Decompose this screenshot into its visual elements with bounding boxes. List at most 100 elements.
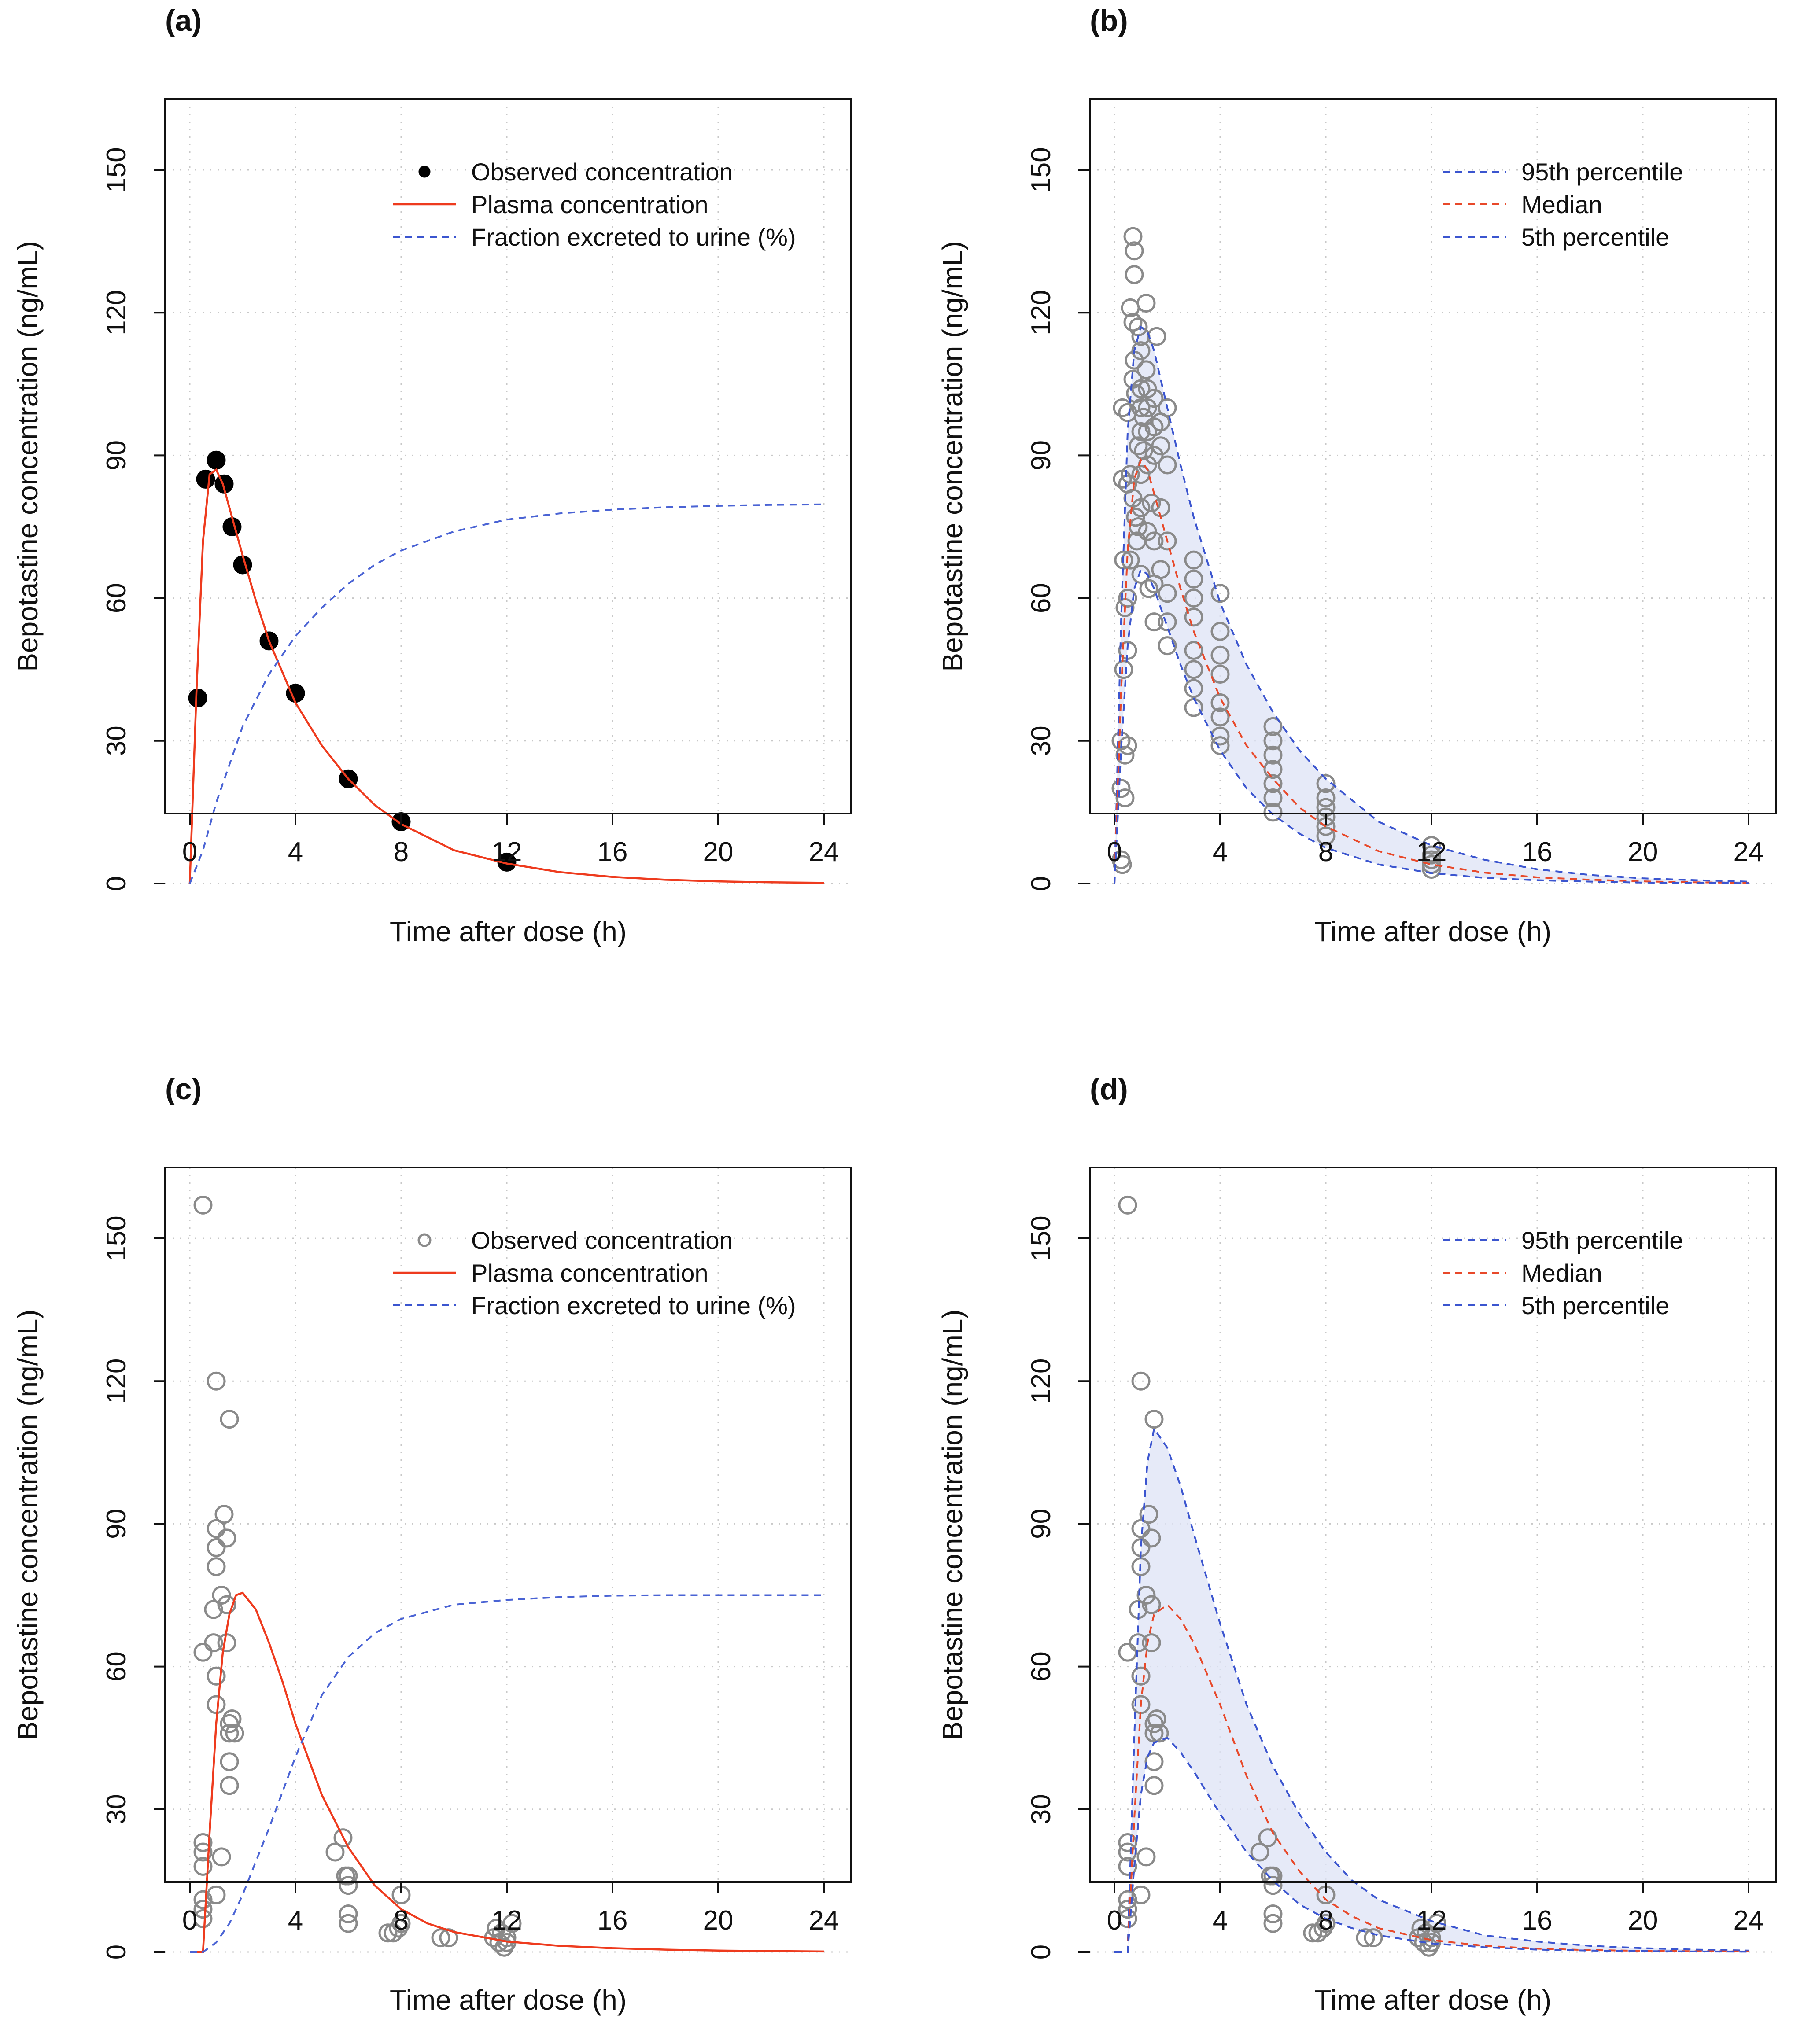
observed-point [1210, 622, 1230, 641]
urine-fraction-line [190, 1594, 824, 1953]
y-axis-label: Bepotastine concentration (ng/mL) [12, 1309, 44, 1740]
observed-point [1158, 531, 1177, 551]
observed-point [333, 1828, 353, 1848]
observed-point [1113, 855, 1132, 874]
x-tick-label: 20 [1628, 837, 1658, 867]
observed-point [1158, 612, 1177, 632]
observed-point [225, 1724, 244, 1743]
legend-label: Plasma concentration [471, 191, 708, 218]
observed-point [1184, 608, 1203, 627]
y-tick-label: 120 [101, 290, 132, 335]
y-tick-label: 30 [1026, 726, 1056, 756]
observed-point [1126, 508, 1145, 527]
y-tick-label: 120 [1026, 290, 1056, 335]
y-tick-label: 150 [1026, 1215, 1056, 1261]
x-tick-label: 12 [492, 837, 522, 867]
observed-point [1114, 550, 1133, 570]
observed-point [325, 1842, 345, 1862]
observed-point [1184, 641, 1203, 660]
observed-point [1142, 1595, 1161, 1614]
observed-point [1118, 1856, 1137, 1876]
observed-point [217, 1595, 236, 1614]
observed-point [212, 1586, 231, 1605]
legend: Observed concentration Plasma concentrati… [393, 158, 796, 251]
observed-point [1144, 1776, 1164, 1795]
observed-point [1131, 465, 1151, 484]
observed-point [1113, 398, 1132, 417]
observed-point [1184, 679, 1203, 698]
observed-point [1316, 774, 1336, 793]
y-tick-label: 30 [1026, 1794, 1056, 1824]
observed-point [193, 1856, 213, 1876]
observed-point [1263, 745, 1283, 765]
legend-label: Plasma concentration [471, 1259, 708, 1287]
y-tick-label: 60 [1026, 583, 1056, 613]
x-tick-label: 4 [288, 837, 303, 867]
observed-point [339, 1904, 358, 1924]
observed-point [339, 1876, 358, 1895]
observed-point [1210, 645, 1230, 665]
observed-point [1263, 774, 1283, 793]
observed-point [1356, 1928, 1375, 1948]
observed-point [1316, 788, 1336, 807]
y-tick-label: 30 [101, 726, 132, 756]
x-tick-label: 4 [1213, 837, 1228, 867]
x-tick-label: 8 [394, 1905, 409, 1936]
panel-letter: (b) [1090, 4, 1128, 37]
y-axis-label: Bepotastine concentration (ng/mL) [12, 241, 44, 671]
observed-point [1139, 579, 1158, 598]
observed-points [193, 1195, 522, 1957]
observed-point [214, 474, 234, 494]
legend-label: 5th percentile [1521, 1292, 1669, 1319]
observed-point [1147, 327, 1166, 346]
observed-point [193, 1833, 213, 1852]
observed-point [1158, 455, 1177, 475]
observed-point [220, 1410, 239, 1429]
x-tick-label: 16 [1522, 837, 1553, 867]
observed-point [1118, 1643, 1137, 1662]
x-tick-label: 20 [703, 837, 734, 867]
observed-point [1129, 436, 1148, 456]
observed-point [1316, 807, 1336, 827]
observed-point [1316, 826, 1336, 846]
y-tick-label: 30 [101, 1794, 132, 1824]
plot-frame [1089, 98, 1777, 814]
x-axis-label: Time after dose (h) [390, 1984, 627, 2016]
observed-point [220, 1776, 239, 1795]
observed-point [1125, 265, 1144, 284]
observed-point [212, 1847, 231, 1867]
x-tick-label: 20 [1628, 1905, 1658, 1936]
legend: 95th percentile Median 5th percentile [1443, 1226, 1683, 1319]
observed-point [1142, 493, 1161, 512]
plot-frame [1089, 1167, 1777, 1883]
observed-point [1150, 1724, 1169, 1743]
observed-point [1131, 1371, 1151, 1391]
observed-point [222, 1709, 242, 1728]
y-tick-label: 150 [101, 147, 132, 192]
observed-point [1142, 1633, 1161, 1653]
p5-line [1114, 1737, 1749, 1953]
observed-point [1142, 1528, 1161, 1548]
observed-point [1118, 1195, 1137, 1215]
observed-point [1151, 436, 1170, 456]
observed-points [1111, 227, 1441, 879]
x-axis-label: Time after dose (h) [1314, 1984, 1551, 2016]
observed-point [1136, 1586, 1156, 1605]
y-tick-label: 90 [101, 1509, 132, 1539]
y-tick-label: 0 [1026, 876, 1056, 891]
observed-point [339, 1866, 358, 1886]
observed-point [1144, 1724, 1164, 1743]
observed-point [378, 1923, 398, 1943]
y-tick-label: 0 [101, 1945, 132, 1959]
observed-point [1131, 1519, 1151, 1538]
panel-letter: (c) [165, 1072, 202, 1106]
observed-point [1250, 1842, 1269, 1862]
observed-point [1131, 422, 1151, 441]
legend-label: 5th percentile [1521, 223, 1669, 251]
observed-point [1147, 1709, 1166, 1728]
observed-point [1422, 850, 1441, 869]
y-tick-label: 150 [101, 1215, 132, 1261]
observed-point [1118, 1890, 1137, 1909]
observed-point [1263, 1876, 1283, 1895]
